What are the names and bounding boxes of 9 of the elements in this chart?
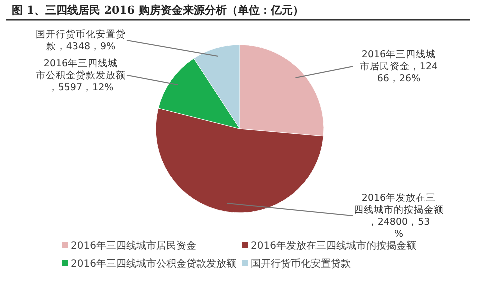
- data-label: 2016年发放在三四线城市的按揭金额，24800，53%: [354, 192, 444, 240]
- chart-title: 图 1、三四线居民 2016 购房资金来源分析（单位：亿元）: [12, 4, 304, 17]
- data-label: 2016年三四线城市公积金贷款发放额，5597，12%: [36, 57, 126, 94]
- legend-label: 国开行货币化安置贷款: [251, 258, 351, 270]
- data-label: 2016年三四线城市居民资金，12466，26%: [360, 48, 438, 85]
- legend-label: 2016年三四线城市公积金贷款发放额: [71, 258, 236, 270]
- legend-label: 2016年三四线城市居民资金: [71, 240, 196, 252]
- legend-label: 2016年发放在三四线城市的按揭金额: [251, 240, 416, 252]
- data-label: 国开行货币化安置贷款，4348，9%: [36, 28, 126, 52]
